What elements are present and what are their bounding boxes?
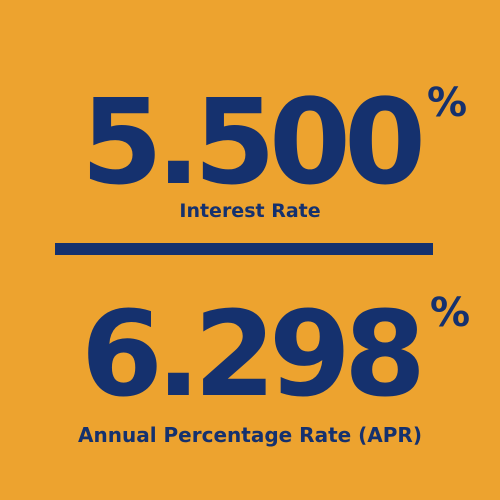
apr-label: Annual Percentage Rate (APR) bbox=[78, 423, 422, 447]
apr-number: 6.298 bbox=[80, 285, 426, 423]
divider-line bbox=[55, 243, 433, 255]
interest-rate-value: 5.500 bbox=[0, 83, 500, 201]
interest-rate-label: Interest Rate bbox=[179, 200, 321, 222]
interest-rate-percent-symbol: % bbox=[427, 80, 468, 126]
interest-rate-number: 5.500 bbox=[80, 73, 426, 211]
apr-value: 6.298 bbox=[0, 295, 500, 413]
apr-percent-symbol: % bbox=[430, 290, 471, 336]
